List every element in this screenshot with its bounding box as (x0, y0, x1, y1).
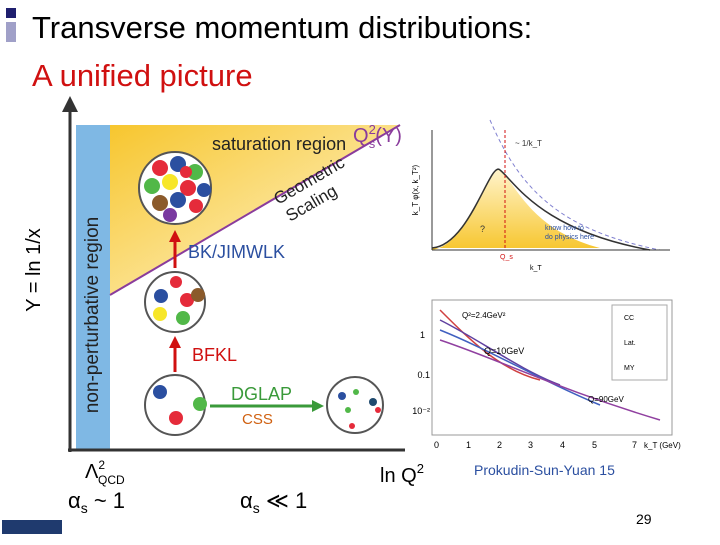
subtitle: A unified picture (32, 58, 253, 93)
inset-dashed (489, 119, 661, 251)
inset-xtick: 3 (528, 440, 533, 450)
legend-item: Lat. (624, 340, 636, 347)
css-label: CSS (242, 411, 273, 428)
inset-q1: Q²=2.4GeV² (462, 311, 506, 320)
word: saturation region (212, 134, 346, 154)
inset-top: k_T φ(x, k_T²) ~ 1/k_T know how to do ph… (402, 100, 680, 275)
y-axis-label: Y = ln 1/x (23, 228, 45, 312)
alpha2-label: αs ≪ 1 (240, 488, 307, 516)
bfkl-label: BFKL (192, 345, 237, 365)
alpha2-rest: ≪ 1 (260, 488, 308, 513)
arrows (169, 230, 181, 372)
inset-xlabel: k_T (GeV) (644, 441, 681, 450)
y-arrow (62, 96, 78, 112)
kt-circle (326, 376, 384, 434)
alpha1-label: αs ~ 1 (68, 488, 125, 516)
inset-ytick: 1 (420, 330, 425, 340)
lambda-base: Λ (85, 461, 99, 483)
inset-bottom: Q²=2.4GeV² Q=10GeV Q=90GeV CC Lat. MY 1 … (405, 295, 683, 460)
inset-curve (439, 309, 541, 381)
qs-sup: 2 (369, 122, 376, 137)
inset-q2: Q=10GeV (484, 346, 524, 356)
saturation-label: saturation region (212, 134, 346, 154)
lnq-base: ln Q (380, 465, 417, 487)
title: Transverse momentum distributions: (32, 10, 532, 45)
citation: Prokudin-Sun-Yuan 15 (474, 462, 615, 478)
inset-ylabel: k_T φ(x, k_T²) (411, 164, 420, 215)
qs-base: Q (353, 125, 369, 147)
logo (2, 520, 62, 534)
inset-xtick: 4 (560, 440, 565, 450)
dglap-arrow (210, 400, 324, 412)
dilute-partons (153, 385, 207, 425)
legend-item: CC (624, 315, 634, 322)
inset-curve (439, 319, 561, 386)
inset-q3: Q=90GeV (588, 395, 624, 404)
inset-note: know how to (545, 225, 584, 232)
lambda-sub: QCD (98, 473, 125, 487)
saturation-line (109, 124, 401, 296)
lambda-sup: 2 (98, 458, 105, 472)
inset-xtick: 1 (466, 440, 471, 450)
nonpert-band (76, 125, 110, 450)
alpha2-base: α (240, 488, 253, 513)
inset-legend (611, 304, 668, 381)
bullet-bar (6, 22, 16, 42)
dense-partons (144, 156, 211, 222)
inset-ytick: 10⁻² (412, 406, 430, 416)
qs-rest: (Y) (375, 125, 402, 147)
inset-curve (439, 329, 601, 406)
kt-partons (338, 389, 381, 429)
alpha2-sub: s (253, 500, 260, 516)
lambda-label: Λ2 QCD (85, 458, 125, 487)
mid-partons (153, 276, 205, 325)
qs-label: Q2 s(Y) (353, 122, 402, 151)
lnq-label: ln Q2 (380, 461, 424, 487)
inset-xtick: 5 (592, 440, 597, 450)
inset-xtick: 0 (434, 440, 439, 450)
lnq-sup: 2 (417, 461, 424, 476)
alpha1-rest: ~ 1 (88, 488, 125, 513)
bullet (6, 8, 16, 18)
inset-xtick: 2 (497, 440, 502, 450)
inset-fill (432, 169, 600, 250)
inset-xlabel: k_T (530, 265, 542, 272)
inset-qs: Q_s (500, 254, 513, 261)
legend-item: MY (624, 365, 635, 372)
dglap-label: DGLAP (231, 384, 292, 404)
nonpert-label: non-perturbative region (82, 217, 103, 413)
inset-bg (402, 100, 680, 275)
inset-curve (439, 339, 661, 421)
inset-note: do physics here (545, 234, 594, 241)
inset-q: ? (480, 224, 485, 234)
page-number: 29 (636, 511, 652, 527)
alpha1-sub: s (81, 500, 88, 516)
qs-sub: s (369, 136, 376, 151)
inset-ytick: 0.1 (417, 370, 430, 380)
inset-trend: ~ 1/k_T (515, 139, 542, 148)
inset-xtick: 7 (632, 440, 637, 450)
inset-frame (431, 299, 673, 436)
bk-label: BK/JIMWLK (188, 242, 285, 262)
inset-curve (431, 168, 651, 251)
alpha1-base: α (68, 488, 81, 513)
